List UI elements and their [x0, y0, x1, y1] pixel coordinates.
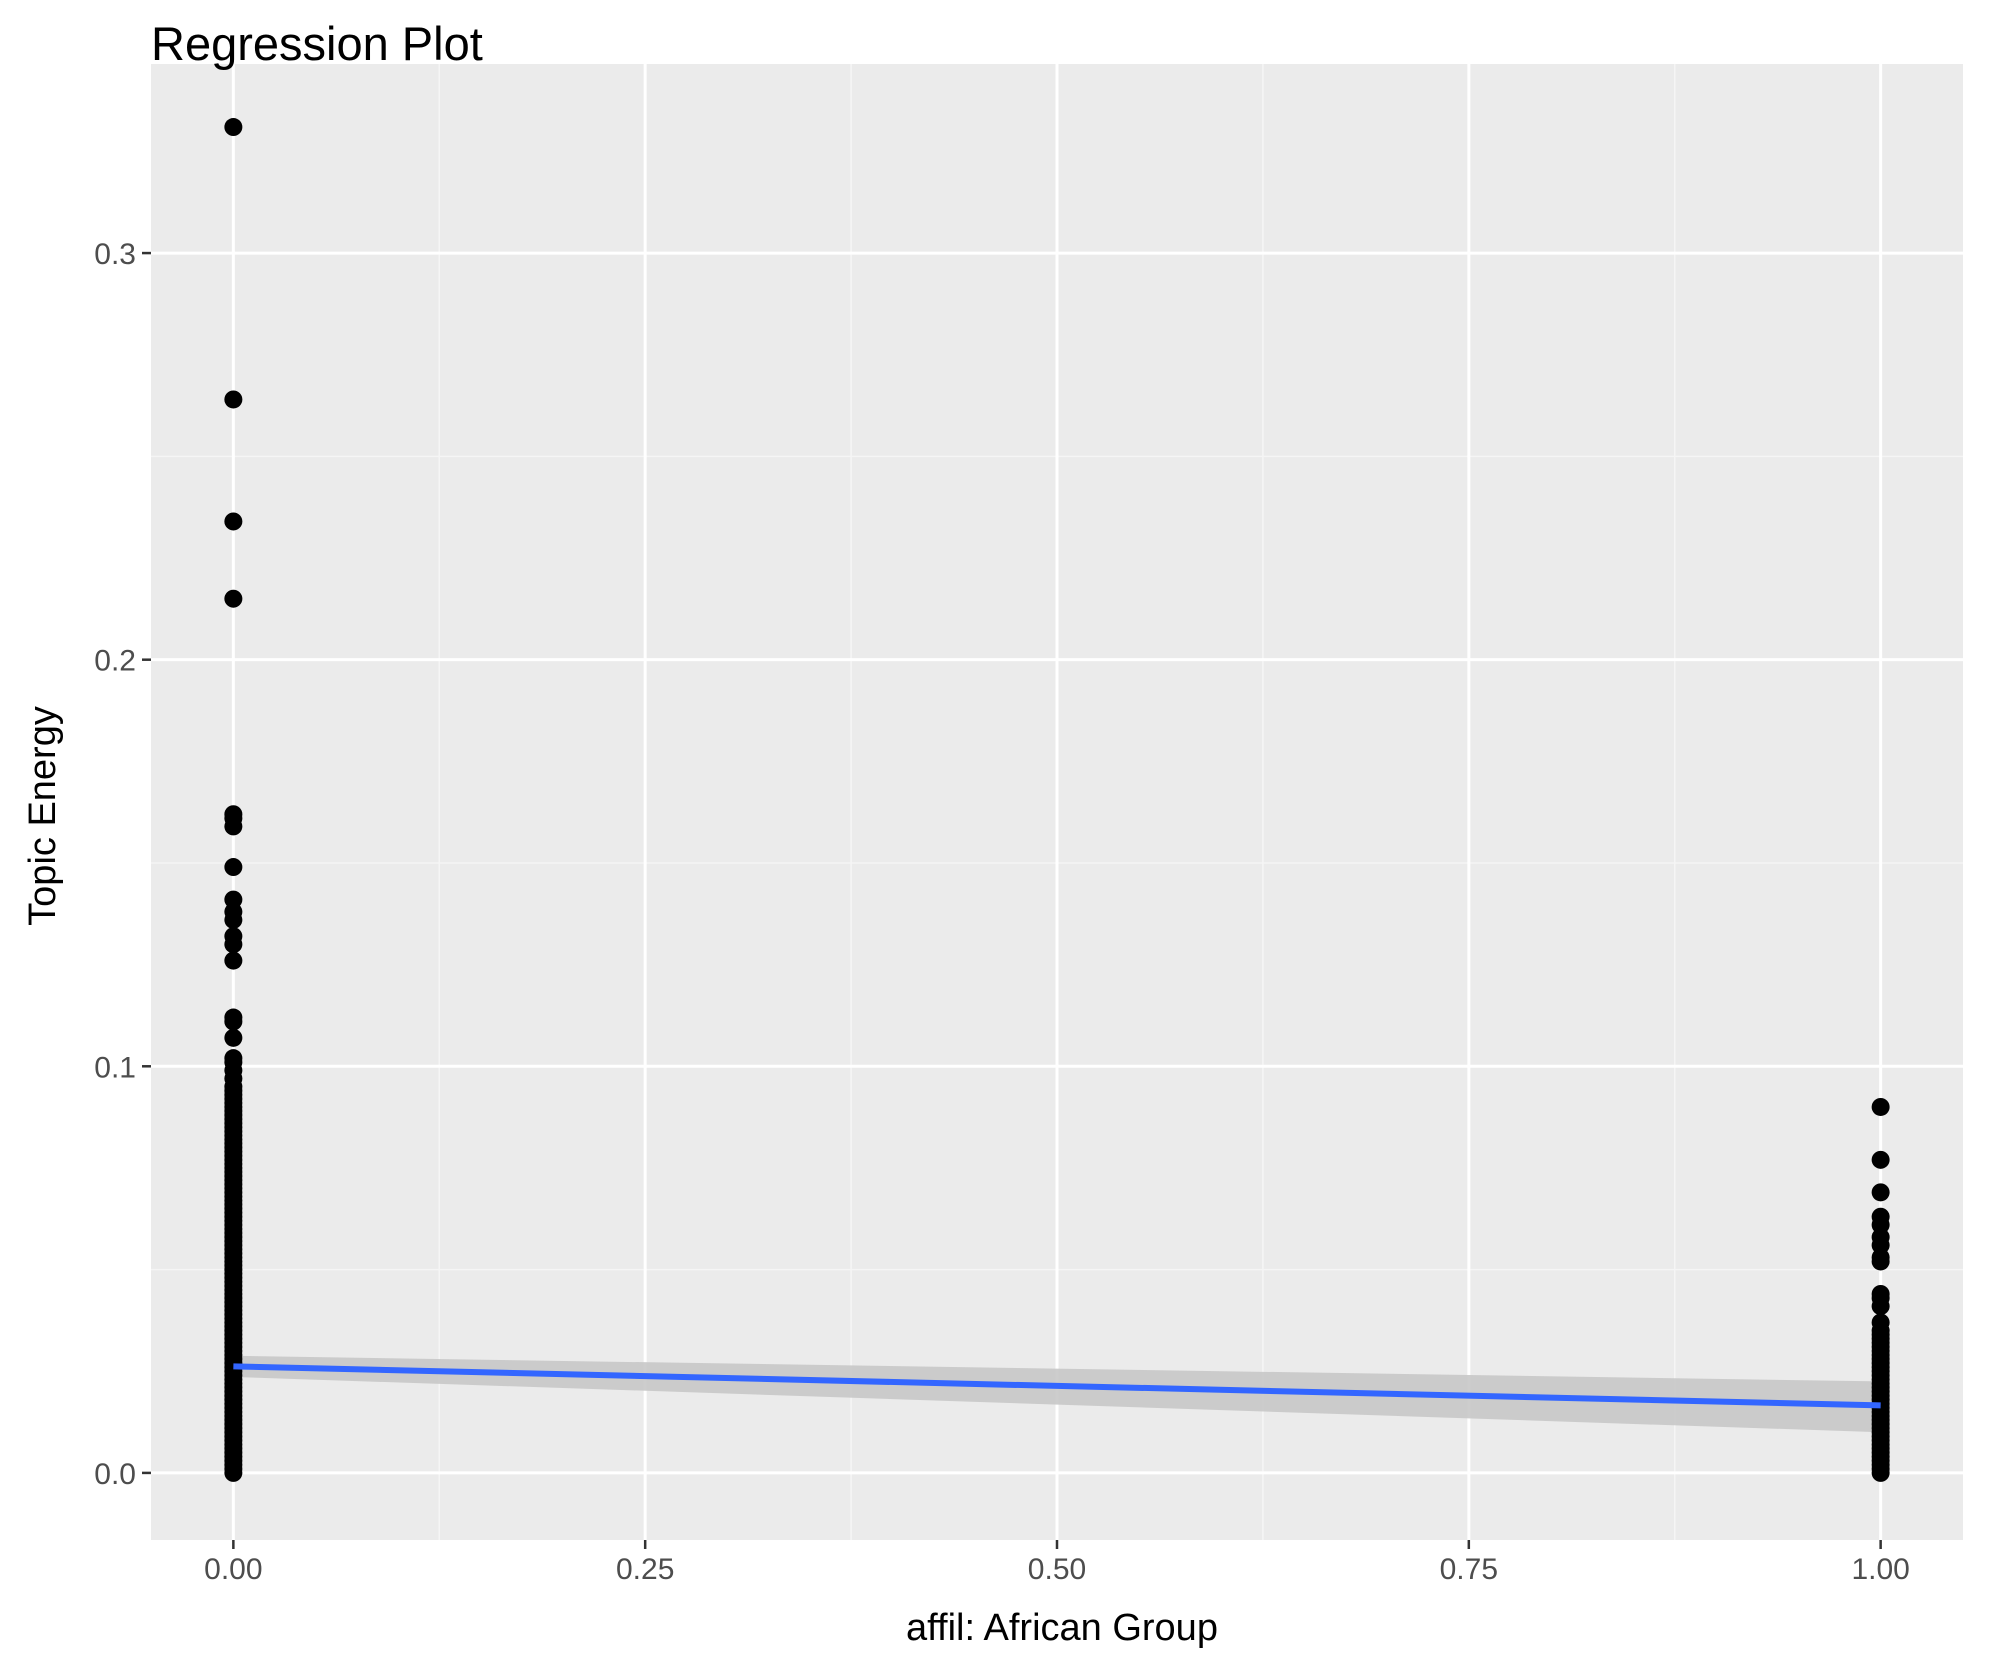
data-point: [224, 858, 243, 877]
x-tick-label: 0.25: [616, 1553, 674, 1586]
y-tick-label: 0.3: [94, 238, 136, 271]
x-tick-label: 0.75: [1440, 1553, 1498, 1586]
data-point: [224, 1012, 243, 1031]
data-point: [224, 951, 243, 970]
data-points: [224, 118, 1890, 1482]
x-axis-ticks: 0.00 0.25 0.50 0.75 1.00: [204, 1540, 1910, 1586]
data-point: [1871, 1150, 1890, 1169]
chart-title: Regression Plot: [151, 17, 483, 70]
data-point: [224, 935, 243, 954]
y-tick-label: 0.2: [94, 645, 136, 678]
y-axis-ticks: 0.0 0.1 0.2 0.3: [94, 238, 151, 1491]
data-point: [224, 589, 243, 608]
major-gridlines: [151, 64, 1963, 1540]
x-axis-title: affil: African Group: [906, 1607, 1218, 1649]
data-point: [224, 910, 243, 929]
regression-line: [233, 1363, 1881, 1409]
x-tick-label: 0.50: [1028, 1553, 1086, 1586]
x-tick-label: 1.00: [1851, 1553, 1909, 1586]
data-point: [1871, 1252, 1890, 1271]
data-point: [224, 390, 243, 409]
data-point: [224, 817, 243, 836]
data-point: [224, 1463, 243, 1482]
y-axis-title: Topic Energy: [22, 706, 64, 926]
data-point: [1871, 1297, 1890, 1316]
data-point: [224, 118, 243, 137]
data-point: [224, 1028, 243, 1047]
x-tick-label: 0.00: [204, 1553, 262, 1586]
regression-line-group: [233, 1363, 1881, 1409]
data-point: [1871, 1463, 1890, 1482]
y-tick-label: 0.0: [94, 1458, 136, 1491]
data-point: [1871, 1183, 1890, 1202]
data-point: [1871, 1097, 1890, 1116]
y-tick-label: 0.1: [94, 1051, 136, 1084]
data-point: [224, 512, 243, 531]
